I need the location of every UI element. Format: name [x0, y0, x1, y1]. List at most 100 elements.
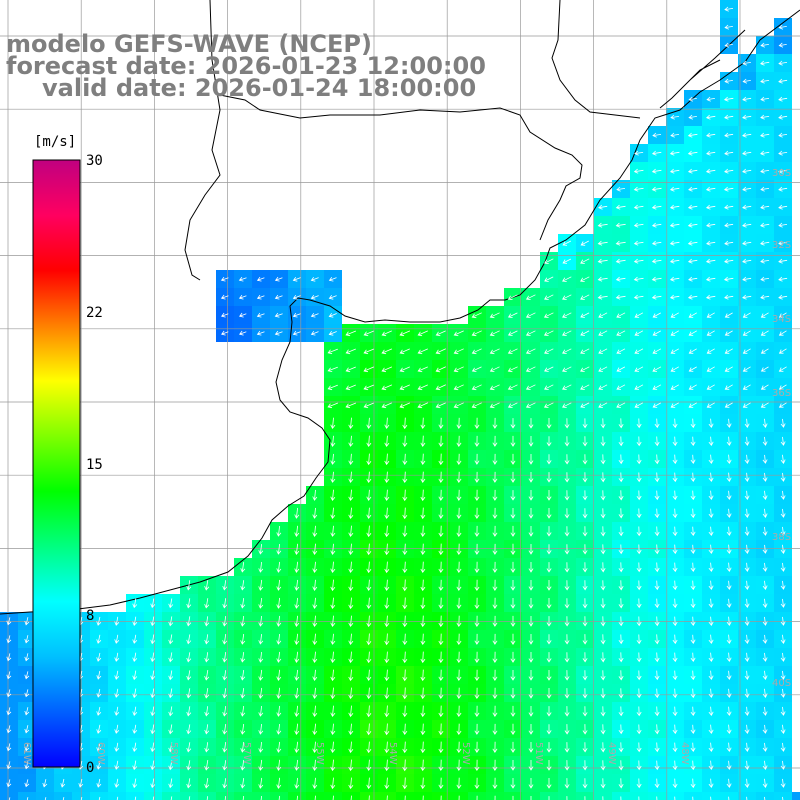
wind-arrow [420, 579, 426, 592]
wind-arrow [114, 760, 120, 770]
wind-arrow [670, 402, 680, 408]
wind-arrow [724, 384, 733, 390]
wind-speed-cell [558, 792, 576, 800]
wind-arrow [438, 759, 444, 772]
wind-arrow [564, 436, 570, 447]
wind-arrow [744, 652, 750, 662]
longitude-label: 58W [168, 742, 179, 765]
wind-arrow [330, 453, 336, 465]
wind-arrow [114, 778, 120, 788]
wind-arrow [672, 670, 678, 681]
wind-arrow [654, 778, 660, 789]
wind-arrow [762, 508, 768, 518]
wind-arrow [582, 760, 588, 771]
wind-arrow [687, 258, 698, 264]
wind-arrow [348, 453, 354, 465]
wind-arrow [778, 330, 787, 336]
wind-arrow [651, 168, 662, 174]
wind-speed-cell [36, 792, 54, 800]
wind-arrow [276, 723, 282, 735]
wind-arrow [582, 472, 588, 483]
wind-arrow [168, 616, 174, 627]
wind-arrow [204, 634, 210, 645]
wind-arrow [384, 471, 390, 484]
wind-arrow [471, 384, 482, 391]
wind-arrow [474, 507, 480, 520]
wind-arrow [742, 312, 751, 318]
wind-arrow [6, 635, 12, 644]
wind-arrow [636, 724, 642, 735]
wind-arrow [670, 384, 680, 390]
wind-arrow [114, 706, 120, 716]
wind-arrow [240, 652, 246, 663]
wind-arrow [616, 330, 626, 336]
wind-arrow [238, 276, 247, 282]
wind-arrow [150, 652, 156, 663]
wind-arrow [562, 312, 572, 318]
wind-arrow [690, 508, 696, 519]
wind-arrow [168, 778, 174, 789]
longitude-label: 49W [606, 742, 617, 765]
wind-arrow [507, 294, 518, 300]
wind-arrow [384, 417, 390, 430]
wind-arrow [456, 615, 462, 628]
wind-arrow [670, 312, 680, 318]
wind-arrow [98, 796, 101, 800]
wind-arrow [453, 384, 464, 391]
wind-arrow [728, 796, 730, 800]
wind-arrow [690, 562, 696, 573]
wind-arrow [292, 276, 301, 282]
wind-arrow [690, 454, 696, 464]
wind-arrow [618, 688, 624, 699]
wind-arrow [618, 436, 624, 447]
wind-arrow [760, 60, 770, 66]
wind-arrow [114, 724, 120, 734]
wind-arrow [420, 723, 426, 736]
wind-arrow [564, 760, 570, 771]
wind-arrow [744, 742, 750, 752]
wind-arrow [654, 508, 660, 519]
wind-arrow [600, 670, 606, 681]
wind-arrow [456, 705, 462, 718]
wind-arrow [706, 402, 715, 408]
wind-arrow [688, 366, 697, 372]
title-forecast-date: forecast date: 2026-01-23 12:00:00 [6, 52, 486, 80]
wind-arrow [723, 276, 734, 282]
wind-arrow [402, 471, 408, 484]
wind-arrow [366, 453, 372, 466]
wind-arrow [618, 454, 624, 465]
wind-arrow [489, 366, 500, 372]
wind-arrow [616, 384, 626, 390]
wind-arrow [762, 472, 768, 482]
wind-arrow [780, 670, 786, 680]
wind-arrow [240, 580, 246, 591]
title-model: modelo GEFS-WAVE (NCEP) [6, 30, 372, 58]
wind-arrow [80, 796, 83, 800]
wind-arrow [618, 508, 624, 519]
wind-arrow [417, 384, 428, 391]
wind-arrow [132, 706, 138, 717]
wind-arrow [546, 544, 552, 555]
wind-speed-cell [216, 792, 234, 800]
wind-arrow [492, 453, 498, 465]
wind-speed-cell [630, 792, 648, 800]
wind-arrow [760, 240, 770, 246]
wind-arrow [708, 688, 714, 699]
wind-arrow [584, 796, 586, 800]
wind-arrow [744, 580, 750, 590]
wind-speed-cell [594, 792, 612, 800]
wind-arrow [744, 598, 750, 608]
wind-arrow [669, 222, 680, 228]
wind-arrow [399, 384, 410, 391]
wind-arrow [402, 579, 408, 592]
longitude-label: 51W [533, 742, 544, 765]
wind-arrow [456, 453, 462, 465]
wind-arrow [528, 724, 534, 735]
wind-arrow [420, 759, 426, 772]
wind-arrow [438, 741, 444, 754]
wind-arrow [186, 778, 192, 789]
wind-arrow [420, 453, 426, 466]
wind-arrow [654, 760, 660, 771]
wind-arrow [114, 616, 120, 626]
wind-arrow [636, 616, 642, 627]
